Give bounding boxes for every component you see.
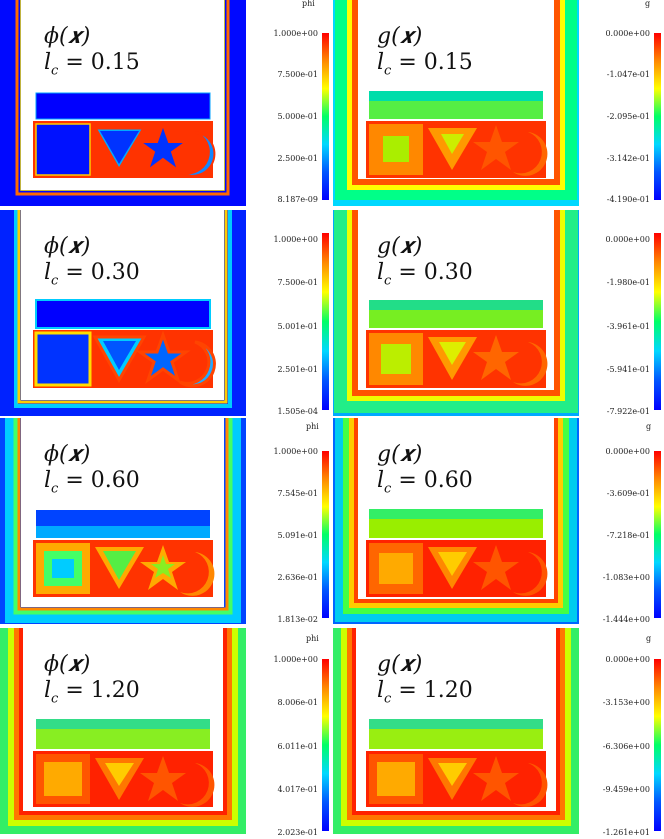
phi-colorbar: phi 1.000e+00 8.006e-01 6.011e-01 4.017e…	[250, 628, 330, 839]
colorbar-gradient	[322, 451, 329, 618]
colorbar-tick: -1.047e-01	[606, 70, 650, 79]
g-field-panel: g(𝒙) lc = 0.60	[333, 418, 579, 624]
field-symbol: ϕ(𝒙)	[44, 442, 91, 467]
length-scale-label: lc = 0.15	[44, 50, 140, 79]
phi-field-panel: ϕ(𝒙) lc = 0.15	[0, 0, 246, 206]
row-1: ϕ(𝒙) lc = 0.15 phi 1.000e+00 7.500e-01 5…	[0, 0, 664, 206]
colorbar-tick: 5.091e-01	[277, 531, 318, 540]
colorbar-tick: 7.545e-01	[277, 489, 318, 498]
colorbar-gradient	[322, 659, 329, 831]
colorbar-tick: 7.500e-01	[277, 278, 318, 287]
colorbar-gradient	[322, 233, 329, 410]
colorbar-tick: 5.000e-01	[277, 112, 318, 121]
colorbar-tick: -2.095e-01	[606, 112, 650, 121]
phi-field-plot	[0, 0, 246, 206]
length-scale-label: lc = 0.30	[44, 260, 140, 289]
colorbar-tick: 1.505e-04	[277, 407, 318, 416]
colorbar-title: phi	[306, 422, 319, 431]
row-2: ϕ(𝒙) lc = 0.30 1.000e+00 7.500e-01 5.001…	[0, 210, 664, 416]
colorbar-tick: 0.000e+00	[605, 655, 650, 664]
colorbar-tick: -1.444e+00	[602, 615, 650, 624]
colorbar-tick: 0.000e+00	[605, 235, 650, 244]
g-colorbar: g 0.000e+00 -3.609e-01 -7.218e-01 -1.083…	[583, 418, 664, 624]
colorbar-tick: -4.190e-01	[606, 195, 650, 204]
phi-field-panel: ϕ(𝒙) lc = 1.20	[0, 628, 246, 834]
colorbar-tick: 4.017e-01	[277, 785, 318, 794]
colorbar-tick: -3.961e-01	[606, 322, 650, 331]
colorbar-tick: -6.306e+00	[602, 742, 650, 751]
field-symbol: ϕ(𝒙)	[44, 234, 91, 259]
colorbar-tick: -5.941e-01	[606, 365, 650, 374]
colorbar-tick: -7.922e-01	[606, 407, 650, 416]
colorbar-tick: 6.011e-01	[277, 742, 318, 751]
colorbar-tick: -1.980e-01	[606, 278, 650, 287]
colorbar-tick: -7.218e-01	[606, 531, 650, 540]
colorbar-tick: 2.636e-01	[277, 573, 318, 582]
g-field-plot	[333, 0, 579, 206]
colorbar-gradient	[654, 451, 661, 618]
phi-field-plot	[0, 418, 246, 624]
colorbar-tick: 1.000e+00	[273, 447, 318, 456]
colorbar-tick: -3.609e-01	[606, 489, 650, 498]
colorbar-tick: 1.000e+00	[273, 655, 318, 664]
length-scale-label: lc = 0.30	[377, 260, 473, 289]
colorbar-gradient	[654, 659, 661, 831]
row-3: ϕ(𝒙) lc = 0.60 phi 1.000e+00 7.545e-01 5…	[0, 418, 664, 624]
phi-field-panel: ϕ(𝒙) lc = 0.60	[0, 418, 246, 624]
colorbar-title: phi	[302, 0, 315, 8]
colorbar-title: g	[646, 634, 652, 643]
length-scale-label: lc = 0.15	[377, 50, 473, 79]
colorbar-tick: 2.500e-01	[277, 154, 318, 163]
colorbar-tick: 2.023e-01	[277, 828, 318, 837]
phi-colorbar: 1.000e+00 7.500e-01 5.001e-01 2.501e-01 …	[250, 210, 330, 416]
colorbar-title: g	[645, 0, 651, 8]
colorbar-tick: 2.501e-01	[277, 365, 318, 374]
g-field-plot	[333, 210, 579, 416]
colorbar-tick: 8.187e-09	[277, 195, 318, 204]
colorbar-gradient	[322, 33, 329, 200]
length-scale-label: lc = 1.20	[44, 678, 140, 707]
colorbar-tick: 8.006e-01	[277, 698, 318, 707]
colorbar-tick: 0.000e+00	[605, 447, 650, 456]
colorbar-tick: 1.000e+00	[273, 235, 318, 244]
g-colorbar: g 0.000e+00 -3.153e+00 -6.306e+00 -9.459…	[583, 628, 664, 839]
colorbar-tick: -3.153e+00	[602, 698, 650, 707]
phi-colorbar: phi 1.000e+00 7.545e-01 5.091e-01 2.636e…	[250, 418, 330, 624]
colorbar-tick: 0.000e+00	[605, 29, 650, 38]
colorbar-tick: -1.261e+01	[602, 828, 650, 837]
colorbar-title: g	[646, 422, 652, 431]
colorbar-tick: -9.459e+00	[602, 785, 650, 794]
row-4: ϕ(𝒙) lc = 1.20 phi 1.000e+00 8.006e-01 6…	[0, 628, 664, 839]
length-scale-label: lc = 0.60	[44, 468, 140, 497]
g-field-panel: g(𝒙) lc = 1.20	[333, 628, 579, 834]
colorbar-title: phi	[306, 634, 319, 643]
colorbar-gradient	[654, 33, 661, 200]
g-colorbar: g 0.000e+00 -1.047e-01 -2.095e-01 -3.142…	[583, 0, 664, 206]
g-field-plot	[333, 418, 579, 624]
g-field-plot	[333, 628, 579, 834]
colorbar-tick: 5.001e-01	[277, 322, 318, 331]
colorbar-tick: 1.000e+00	[273, 29, 318, 38]
colorbar-tick: -1.083e+00	[602, 573, 650, 582]
colorbar-tick: 7.500e-01	[277, 70, 318, 79]
field-symbol: g(𝒙)	[377, 24, 423, 49]
g-field-panel: g(𝒙) lc = 0.15	[333, 0, 579, 206]
phi-field-plot	[0, 628, 246, 834]
phi-field-panel: ϕ(𝒙) lc = 0.30	[0, 210, 246, 416]
field-symbol: g(𝒙)	[377, 234, 423, 259]
length-scale-label: lc = 0.60	[377, 468, 473, 497]
field-symbol: g(𝒙)	[377, 442, 423, 467]
field-symbol: ϕ(𝒙)	[44, 652, 91, 677]
g-colorbar: 0.000e+00 -1.980e-01 -3.961e-01 -5.941e-…	[583, 210, 664, 416]
g-field-panel: g(𝒙) lc = 0.30	[333, 210, 579, 416]
colorbar-gradient	[654, 233, 661, 410]
field-symbol: ϕ(𝒙)	[44, 24, 91, 49]
phi-colorbar: phi 1.000e+00 7.500e-01 5.000e-01 2.500e…	[250, 0, 330, 206]
colorbar-tick: -3.142e-01	[606, 154, 650, 163]
field-symbol: g(𝒙)	[377, 652, 423, 677]
phi-field-plot	[0, 210, 246, 416]
length-scale-label: lc = 1.20	[377, 678, 473, 707]
colorbar-tick: 1.813e-02	[277, 615, 318, 624]
